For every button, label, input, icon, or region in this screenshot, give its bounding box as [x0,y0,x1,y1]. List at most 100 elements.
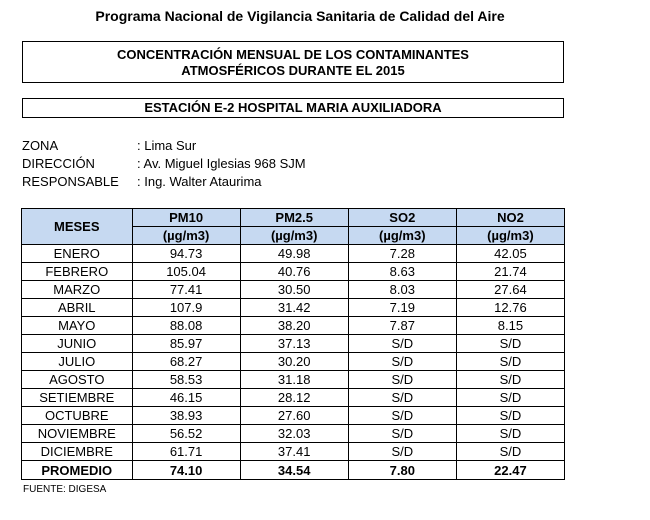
cell-month: OCTUBRE [21,406,133,425]
cell-pm25: 31.18 [239,370,349,389]
cell-pm10: 85.97 [131,334,241,353]
cell-no2: S/D [455,352,566,371]
cell-pm10: 56.52 [131,424,241,443]
cell-month: JUNIO [21,334,133,353]
cell-pm10: 61.71 [131,442,241,461]
table-row: MAYO 88.08 38.20 7.87 8.15 [21,316,566,335]
header-pm10: PM10 [131,208,241,227]
cell-month: ENERO [21,244,133,263]
cell-month: ABRIL [21,298,133,317]
unit-pm10: (µg/m3) [131,226,241,245]
info-label: ZONA [22,138,59,153]
info-value: : Ing. Walter Ataurima [137,174,262,189]
cell-pm25: 37.41 [239,442,349,461]
cell-pm25: 31.42 [239,298,349,317]
info-row-zona: ZONA : Lima Sur [22,137,306,155]
cell-pm10: 94.73 [131,244,241,263]
info-value: : Av. Miguel Iglesias 968 SJM [137,156,306,171]
cell-so2: 7.19 [347,298,457,317]
cell-pm25: 37.13 [239,334,349,353]
unit-no2: (µg/m3) [455,226,566,245]
cell-no2: 12.76 [455,298,566,317]
cell-no2: S/D [455,424,566,443]
cell-no2: S/D [455,334,566,353]
info-value: : Lima Sur [137,138,197,153]
table-row: DICIEMBRE 61.71 37.41 S/D S/D [21,442,566,461]
info-label: RESPONSABLE [22,174,119,189]
cell-pm25: 40.76 [239,262,349,281]
cell-pm25: 38.20 [239,316,349,335]
cell-so2: S/D [347,334,457,353]
cell-so2: S/D [347,370,457,389]
unit-so2: (µg/m3) [347,226,457,245]
cell-no2: S/D [455,406,566,425]
footer-pm25: 34.54 [239,460,349,480]
station-info: ZONA : Lima Sur DIRECCIÓN : Av. Miguel I… [22,137,306,191]
cell-pm25: 32.03 [239,424,349,443]
header-months: MESES [21,208,133,245]
table-row: AGOSTO 58.53 31.18 S/D S/D [21,370,566,389]
cell-pm25: 49.98 [239,244,349,263]
cell-month: DICIEMBRE [21,442,133,461]
footer-no2: 22.47 [455,460,566,480]
cell-so2: 7.87 [347,316,457,335]
report-title-line2: ATMOSFÉRICOS DURANTE EL 2015 [181,63,405,78]
cell-so2: S/D [347,424,457,443]
table-row: MARZO 77.41 30.50 8.03 27.64 [21,280,566,299]
table-row: JUNIO 85.97 37.13 S/D S/D [21,334,566,353]
cell-no2: S/D [455,388,566,407]
program-title: Programa Nacional de Vigilancia Sanitari… [95,8,505,24]
cell-no2: 27.64 [455,280,566,299]
cell-month: MARZO [21,280,133,299]
footer-label: PROMEDIO [21,460,133,480]
unit-pm25: (µg/m3) [239,226,349,245]
cell-pm10: 38.93 [131,406,241,425]
station-box: ESTACIÓN E-2 HOSPITAL MARIA AUXILIADORA [22,98,564,118]
table-row: OCTUBRE 38.93 27.60 S/D S/D [21,406,566,425]
cell-so2: 8.03 [347,280,457,299]
table-body: ENERO 94.73 49.98 7.28 42.05 FEBRERO 105.04 40.… [21,244,566,461]
cell-pm25: 30.50 [239,280,349,299]
cell-so2: 7.28 [347,244,457,263]
table-row: ENERO 94.73 49.98 7.28 42.05 [21,244,566,263]
cell-so2: 8.63 [347,262,457,281]
table-row: SETIEMBRE 46.15 28.12 S/D S/D [21,388,566,407]
cell-month: JULIO [21,352,133,371]
cell-month: SETIEMBRE [21,388,133,407]
table-row: NOVIEMBRE 56.52 32.03 S/D S/D [21,424,566,443]
cell-pm10: 77.41 [131,280,241,299]
cell-pm10: 46.15 [131,388,241,407]
info-row-direccion: DIRECCIÓN : Av. Miguel Iglesias 968 SJM [22,155,306,173]
cell-pm25: 30.20 [239,352,349,371]
table-footer-row: PROMEDIO 74.10 34.54 7.80 22.47 [21,460,566,480]
info-label: DIRECCIÓN [22,156,95,171]
cell-pm25: 28.12 [239,388,349,407]
cell-so2: S/D [347,388,457,407]
report-title-box: CONCENTRACIÓN MENSUAL DE LOS CONTAMINANT… [22,41,564,83]
concentration-table: MESES PM10 PM2.5 SO2 NO2 (µg/m3) (µg/m3)… [21,208,566,480]
info-row-responsable: RESPONSABLE : Ing. Walter Ataurima [22,173,306,191]
cell-no2: 21.74 [455,262,566,281]
header-so2: SO2 [347,208,457,227]
cell-no2: S/D [455,442,566,461]
cell-pm10: 105.04 [131,262,241,281]
cell-pm25: 27.60 [239,406,349,425]
table-row: ABRIL 107.9 31.42 7.19 12.76 [21,298,566,317]
cell-month: NOVIEMBRE [21,424,133,443]
header-pm25: PM2.5 [239,208,349,227]
table-row: FEBRERO 105.04 40.76 8.63 21.74 [21,262,566,281]
cell-no2: 8.15 [455,316,566,335]
report-title-line1: CONCENTRACIÓN MENSUAL DE LOS CONTAMINANT… [117,47,469,62]
table-unit-row: (µg/m3) (µg/m3) (µg/m3) (µg/m3) [22,226,566,245]
footer-pm10: 74.10 [131,460,241,480]
cell-month: AGOSTO [21,370,133,389]
cell-month: FEBRERO [21,262,133,281]
station-name: ESTACIÓN E-2 HOSPITAL MARIA AUXILIADORA [144,100,442,115]
cell-so2: S/D [347,442,457,461]
cell-pm10: 88.08 [131,316,241,335]
header-no2: NO2 [455,208,566,227]
cell-pm10: 68.27 [131,352,241,371]
table-header-row: MESES PM10 PM2.5 SO2 NO2 [21,208,566,245]
cell-no2: 42.05 [455,244,566,263]
cell-pm10: 58.53 [131,370,241,389]
